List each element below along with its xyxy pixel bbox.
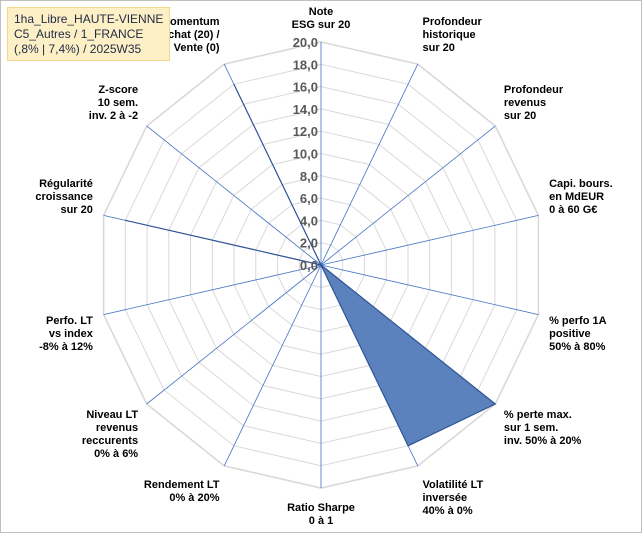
axis-spoke — [320, 125, 496, 266]
axis-label: Perfo. LT vs index -8% à 12% — [39, 315, 94, 353]
tick-label: 16,0 — [293, 80, 318, 95]
axis-spoke — [320, 264, 539, 315]
radar-series — [125, 83, 497, 447]
info-box: 1ha_Libre_HAUTE-VIENNE C5_Autres / 1_FRA… — [7, 7, 171, 61]
info-line-2: C5_Autres / 1_FRANCE — [14, 27, 144, 41]
tick-label: 4,0 — [300, 213, 318, 228]
tick-label: 2,0 — [300, 236, 318, 251]
radar-tick-labels: 0,0 2,0 4,0 6,0 8,0 10,0 12,0 14,0 16,0 18,0 20,0 — [293, 35, 318, 273]
axis-label: Rendement LT 0% à 20% — [144, 479, 220, 504]
tick-label: 0,0 — [300, 258, 318, 273]
tick-label: 10,0 — [293, 147, 318, 162]
axis-label: Profondeur historique sur 20 — [423, 16, 483, 54]
axis-label: % perfo 1A positive 50% à 80% — [549, 315, 607, 353]
tick-label: 6,0 — [300, 191, 318, 206]
info-line-3: (,8% | 7,4%) / 2025W35 — [14, 42, 142, 56]
tick-label: 8,0 — [300, 169, 318, 184]
info-line-1: 1ha_Libre_HAUTE-VIENNE — [14, 12, 164, 26]
radar-axis-labels: Note ESG sur 20 Profondeur historique sur 20… — [35, 6, 612, 527]
series-area — [125, 83, 497, 447]
axis-label: Ratio Sharpe 0 à 1 — [287, 502, 355, 527]
axis-label: Capi. bours. en MdEUR 0 à 60 G€ — [549, 178, 613, 216]
tick-label: 20,0 — [293, 35, 318, 50]
axis-spoke — [320, 215, 539, 266]
axis-label: Momentum Achat (20) / Vente (0) — [160, 16, 220, 54]
axis-label: Niveau LT revenus reccurents 0% à 6% — [82, 409, 139, 460]
tick-label: 12,0 — [293, 124, 318, 139]
axis-label: Régularité croissance sur 20 — [35, 178, 92, 216]
axis-label: Note ESG sur 20 — [292, 6, 351, 31]
axis-label: Profondeur revenus sur 20 — [504, 84, 564, 122]
tick-label: 18,0 — [293, 57, 318, 72]
axis-label: % perte max. sur 1 sem. inv. 50% à 20% — [504, 409, 582, 447]
tick-label: 14,0 — [293, 102, 318, 117]
axis-spoke — [146, 264, 322, 405]
axis-spoke — [103, 264, 322, 315]
axis-spoke — [146, 125, 322, 266]
axis-spoke — [223, 264, 322, 467]
axis-spoke — [320, 63, 419, 266]
axis-label: Volatilité LT inversée 40% à 0% — [423, 479, 484, 517]
axis-label: Z-score 10 sem. inv. 2 à -2 — [89, 84, 138, 122]
